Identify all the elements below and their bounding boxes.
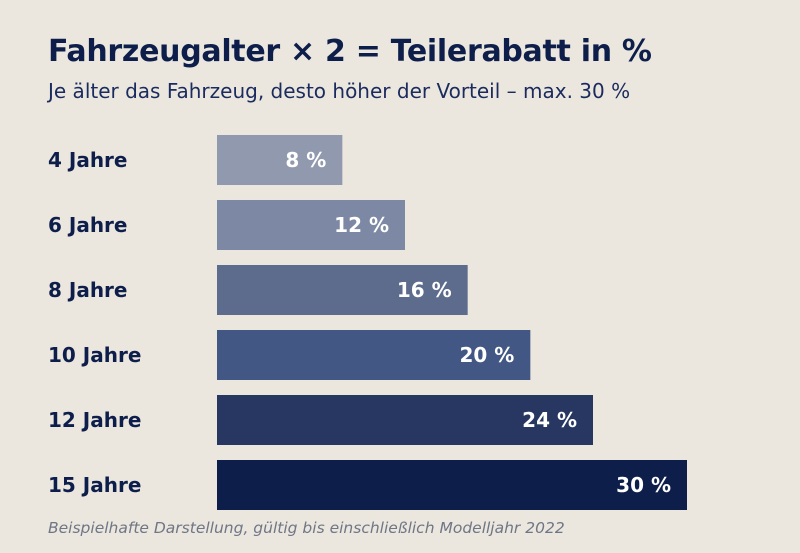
chart-title: Fahrzeugalter × 2 = Teilerabatt in % xyxy=(48,34,652,69)
category-label: 12 Jahre xyxy=(48,408,141,432)
category-label: 4 Jahre xyxy=(48,148,127,172)
bar xyxy=(217,200,405,250)
category-label: 8 Jahre xyxy=(48,278,127,302)
value-label: 30 % xyxy=(616,473,671,497)
value-label: 16 % xyxy=(397,278,452,302)
bar xyxy=(217,330,531,380)
value-label: 8 % xyxy=(285,148,326,172)
bar xyxy=(217,460,687,510)
bar xyxy=(217,265,468,315)
bar xyxy=(217,395,593,445)
category-label: 15 Jahre xyxy=(48,473,141,497)
category-label: 10 Jahre xyxy=(48,343,141,367)
category-label: 6 Jahre xyxy=(48,213,127,237)
value-label: 20 % xyxy=(459,343,514,367)
chart-subtitle: Je älter das Fahrzeug, desto höher der V… xyxy=(48,79,631,103)
value-label: 24 % xyxy=(522,408,577,432)
chart-footnote: Beispielhafte Darstellung, gültig bis ei… xyxy=(48,519,565,537)
value-label: 12 % xyxy=(334,213,389,237)
bar xyxy=(217,135,343,185)
